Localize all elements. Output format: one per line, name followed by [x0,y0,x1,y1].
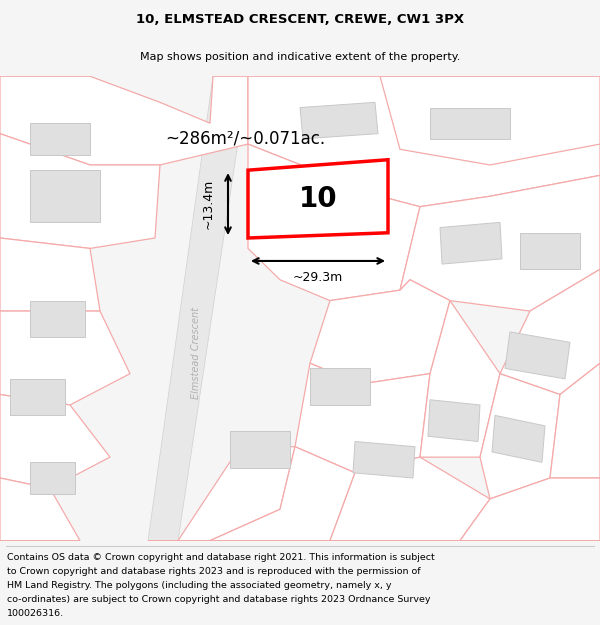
Polygon shape [400,176,600,311]
Text: ~13.4m: ~13.4m [202,179,215,229]
Polygon shape [248,144,420,301]
Text: HM Land Registry. The polygons (including the associated geometry, namely x, y: HM Land Registry. The polygons (includin… [7,581,392,590]
Polygon shape [310,280,450,384]
Polygon shape [30,301,85,337]
Polygon shape [310,369,370,405]
Text: 100026316.: 100026316. [7,609,64,618]
Polygon shape [430,107,510,139]
Polygon shape [505,332,570,379]
Text: Contains OS data © Crown copyright and database right 2021. This information is : Contains OS data © Crown copyright and d… [7,553,435,562]
Polygon shape [30,170,100,222]
Polygon shape [0,76,248,165]
Polygon shape [148,447,295,541]
Polygon shape [480,374,560,499]
Polygon shape [295,363,430,472]
Polygon shape [0,394,110,489]
Text: 10: 10 [299,185,337,213]
Polygon shape [0,238,100,311]
Text: ~286m²/~0.071ac.: ~286m²/~0.071ac. [165,130,325,148]
Polygon shape [0,478,80,541]
Text: ~29.3m: ~29.3m [293,271,343,284]
Text: co-ordinates) are subject to Crown copyright and database rights 2023 Ordnance S: co-ordinates) are subject to Crown copyr… [7,595,431,604]
Polygon shape [500,269,600,394]
Polygon shape [550,363,600,478]
Text: Map shows position and indicative extent of the property.: Map shows position and indicative extent… [140,52,460,62]
Polygon shape [440,222,502,264]
Polygon shape [428,400,480,441]
Polygon shape [10,379,65,416]
Text: 10, ELMSTEAD CRESCENT, CREWE, CW1 3PX: 10, ELMSTEAD CRESCENT, CREWE, CW1 3PX [136,12,464,26]
Polygon shape [248,160,388,238]
Polygon shape [460,478,600,541]
Polygon shape [230,431,290,468]
Polygon shape [380,76,600,165]
Polygon shape [300,102,378,139]
Polygon shape [148,76,248,541]
Polygon shape [248,76,600,207]
Polygon shape [0,134,160,248]
Polygon shape [420,301,500,457]
Polygon shape [520,232,580,269]
Polygon shape [0,311,130,405]
Polygon shape [30,123,90,154]
Polygon shape [210,447,355,541]
Text: Elmstead Crescent: Elmstead Crescent [191,307,201,399]
Polygon shape [30,462,75,494]
Polygon shape [492,416,545,462]
Text: to Crown copyright and database rights 2023 and is reproduced with the permissio: to Crown copyright and database rights 2… [7,568,421,576]
Polygon shape [330,457,490,541]
Polygon shape [353,441,415,478]
